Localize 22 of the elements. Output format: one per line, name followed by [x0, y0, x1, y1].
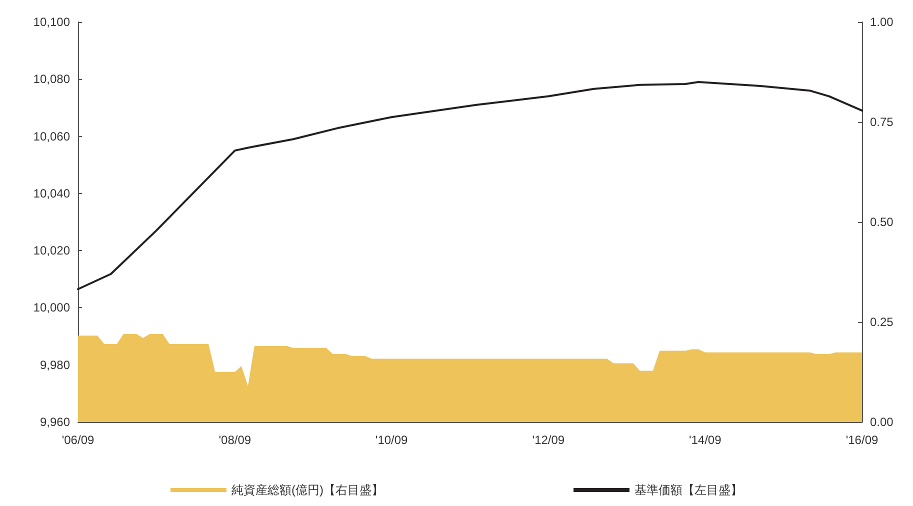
- y-tick-label: 9,980: [40, 358, 70, 372]
- x-tick-label: '10/09: [375, 433, 408, 447]
- y-tick-label: 10,100: [33, 15, 70, 29]
- y-tick-label: 10,000: [33, 300, 70, 315]
- y2-tick-label: 0.50: [870, 215, 894, 229]
- y2-tick-label: 0.00: [870, 415, 894, 429]
- y-tick-label: 10,060: [33, 129, 70, 144]
- x-tick-label: '12/09: [532, 433, 565, 447]
- legend-label: 基準価額【左目盛】: [634, 483, 742, 497]
- x-tick-label: '08/09: [218, 433, 252, 447]
- y2-tick-label: 0.75: [870, 115, 894, 129]
- x-tick-label: '14/09: [688, 433, 722, 447]
- y-tick-label: 10,020: [33, 244, 70, 258]
- line-series: [77, 81, 863, 290]
- x-tick-label: '16/09: [846, 433, 878, 447]
- y2-tick-label: 0.25: [870, 315, 894, 329]
- y-tick-label: 10,080: [33, 72, 70, 86]
- legend-label: 純資産総額(億円)【右目盛】: [232, 483, 384, 497]
- y2-tick-label: 1.00: [870, 15, 894, 29]
- y-tick-label: 10,040: [33, 186, 70, 200]
- x-tick-label: '06/09: [62, 433, 94, 447]
- y-tick-label: 9,960: [40, 415, 70, 429]
